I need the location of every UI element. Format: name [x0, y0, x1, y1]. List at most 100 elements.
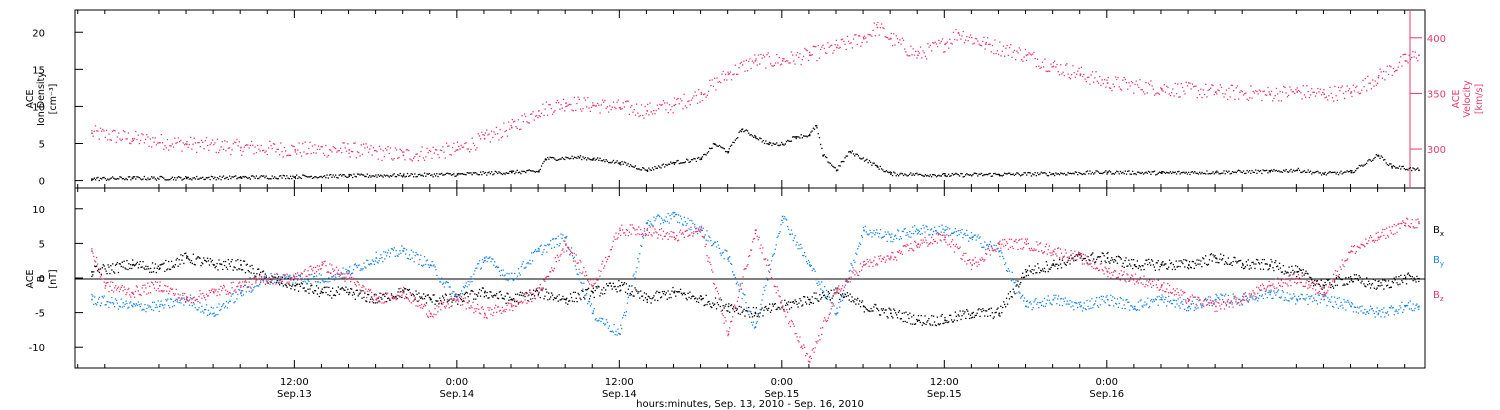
by-series-point [151, 308, 153, 311]
density-series-point [335, 174, 337, 176]
bx-series-point [1276, 266, 1278, 268]
density-series-point [1306, 171, 1308, 173]
density-series-point [670, 161, 672, 163]
velocity-series-point [746, 70, 749, 72]
bx-series-point [987, 308, 990, 310]
density-series-point [503, 172, 505, 174]
density-series-point [307, 176, 309, 178]
bx-series-point [1089, 259, 1091, 262]
velocity-series-point [859, 35, 861, 37]
velocity-series-point [997, 53, 1000, 56]
velocity-series-point [1026, 59, 1028, 61]
bx-series-point [627, 288, 629, 290]
density-series-point [738, 131, 740, 133]
velocity-series-point [1190, 88, 1192, 90]
density-series-point [1088, 173, 1090, 175]
bx-series-point [1346, 283, 1348, 285]
velocity-series-point [1123, 76, 1125, 79]
bx-series-point [552, 299, 555, 301]
bx-series-point [851, 296, 853, 298]
bx-series-point [181, 259, 183, 261]
velocity-series-point [562, 98, 565, 100]
density-series-point [1196, 172, 1198, 174]
velocity-series-point [721, 73, 723, 75]
bx-series-point [1143, 268, 1145, 271]
density-series-point [1292, 169, 1295, 171]
bx-series-point [971, 316, 974, 318]
density-series-point [754, 134, 756, 137]
density-series-point [1021, 174, 1023, 176]
velocity-series-point [647, 103, 649, 106]
density-series-point [766, 143, 768, 145]
velocity-series-point [1339, 90, 1341, 92]
velocity-series-point [1256, 91, 1258, 93]
by-series-point [743, 293, 745, 296]
velocity-series-point [395, 149, 398, 151]
density-series-point [765, 140, 767, 142]
density-series-point [1123, 173, 1125, 175]
velocity-series-point [1171, 92, 1173, 94]
density-series-point [817, 133, 819, 135]
by-series-point [1179, 307, 1181, 309]
by-series-point [983, 246, 985, 248]
density-series-point [1051, 173, 1053, 175]
by-series-point [431, 261, 433, 263]
by-series-point [589, 305, 592, 307]
bx-series-point [1036, 272, 1038, 274]
velocity-series-point [135, 130, 137, 133]
by-series-point [341, 277, 343, 279]
velocity-series-point [904, 48, 906, 50]
bx-series-point [1341, 278, 1343, 281]
by-series-point [1040, 302, 1042, 304]
density-series-key-point [538, 170, 540, 173]
by-series-point [546, 251, 548, 253]
density-series-point [940, 175, 942, 177]
density-series-point [709, 147, 711, 149]
by-series-point [126, 302, 128, 305]
velocity-series-point [161, 142, 164, 144]
velocity-series-point [1039, 67, 1041, 69]
bx-series-point [129, 267, 131, 269]
by-series-point [191, 305, 193, 307]
bx-series-point [393, 297, 395, 299]
bx-series-point [878, 309, 880, 312]
bx-series-point [1239, 260, 1241, 262]
bx-series-point [1173, 266, 1175, 268]
velocity-series-point [132, 139, 134, 142]
velocity-series-point [941, 38, 944, 40]
bx-series-point [660, 296, 663, 298]
by-series-point [1249, 296, 1251, 298]
velocity-series-point [186, 141, 188, 143]
bx-series-point [1343, 283, 1345, 285]
velocity-series-point [356, 151, 359, 153]
density-series-point [704, 153, 706, 155]
bx-series-point [813, 292, 815, 294]
velocity-series-point [1240, 90, 1242, 92]
bx-series-point [924, 315, 926, 317]
density-series-point [1402, 165, 1404, 168]
density-series-point [863, 160, 866, 162]
bx-series-point [732, 308, 734, 310]
by-series-point [139, 306, 141, 308]
velocity-series-point [625, 101, 627, 103]
bx-series-point [1018, 286, 1020, 288]
velocity-series-point [672, 112, 674, 114]
density-series-point [1097, 171, 1100, 173]
bx-series-point [514, 293, 517, 295]
bx-series-point [542, 287, 544, 289]
bx-series-point [1284, 270, 1286, 272]
bx-series-point [1026, 269, 1029, 271]
by-series-point [135, 303, 138, 305]
by-series-point [466, 286, 468, 288]
density-series-point [1392, 165, 1395, 167]
bx-series-point [188, 259, 191, 261]
velocity-series-point [1035, 66, 1037, 68]
velocity-series-point [763, 56, 766, 58]
by-series-point [1295, 303, 1297, 305]
bx-series-point [1414, 279, 1416, 281]
velocity-series-point [383, 156, 385, 158]
bx-series-point [471, 289, 473, 292]
density-series-point [1348, 170, 1351, 173]
velocity-series-point [1280, 100, 1282, 102]
velocity-series-point [1112, 83, 1114, 85]
